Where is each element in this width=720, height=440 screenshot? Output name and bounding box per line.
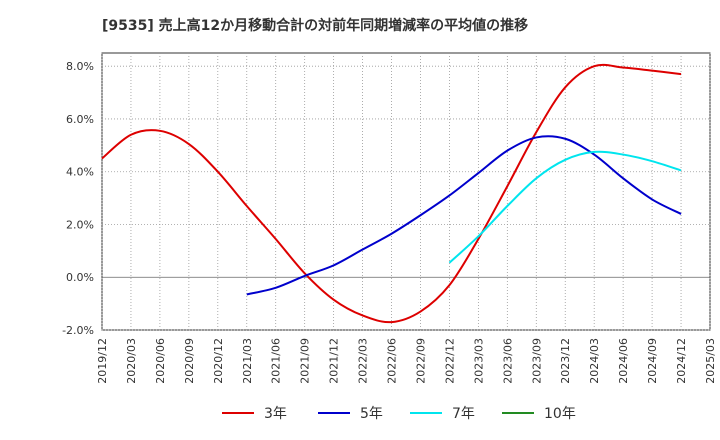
x-tick-label: 2023/09 <box>530 338 543 384</box>
x-tick-label: 2020/03 <box>125 338 138 384</box>
x-tick-label: 2024/09 <box>646 338 659 384</box>
x-tick-label: 2021/06 <box>270 338 283 384</box>
plot-frame <box>101 52 711 331</box>
x-tick-label: 2024/06 <box>617 338 630 384</box>
x-tick-label: 2021/09 <box>299 338 312 384</box>
x-tick-label: 2024/03 <box>588 338 601 384</box>
x-tick-label: 2025/03 <box>704 338 717 384</box>
y-tick-label: 2.0% <box>66 218 94 231</box>
y-tick-label: 4.0% <box>66 166 94 179</box>
legend-label: 7年 <box>452 406 475 422</box>
x-tick-label: 2022/03 <box>357 338 370 384</box>
x-tick-label: 2021/12 <box>328 338 341 384</box>
series-line-2 <box>246 135 682 296</box>
y-tick-label: 6.0% <box>66 113 94 126</box>
series-line-1 <box>101 63 682 324</box>
legend-label: 3年 <box>264 406 287 422</box>
y-tick-label: 8.0% <box>66 60 94 73</box>
x-tick-label: 2022/12 <box>443 338 456 384</box>
x-tick-label: 2023/06 <box>501 338 514 384</box>
y-axis-ticks: -2.0% 0.0% 2.0% 4.0% 6.0% 8.0% <box>62 60 94 337</box>
plot-area <box>101 52 711 331</box>
x-tick-label: 2022/06 <box>386 338 399 384</box>
x-tick-label: 2020/12 <box>212 338 225 384</box>
y-tick-label: 0.0% <box>66 271 94 284</box>
legend-label: 10年 <box>544 406 576 422</box>
x-tick-label: 2021/03 <box>241 338 254 384</box>
x-axis-ticks: 2019/12 2020/03 2020/06 2020/09 2020/12 2021/… <box>96 338 717 384</box>
y-tick-label: -2.0% <box>62 324 94 337</box>
legend-label: 5年 <box>360 406 383 422</box>
series-lines <box>101 63 682 324</box>
series-line-3 <box>448 150 682 264</box>
chart-title: [9535] 売上高12か月移動合計の対前年同期増減率の平均値の推移 <box>102 17 528 34</box>
x-tick-label: 2020/06 <box>154 338 167 384</box>
x-tick-label: 2023/03 <box>472 338 485 384</box>
legend: 3年 5年 7年 10年 <box>222 406 576 422</box>
x-tick-label: 2022/09 <box>414 338 427 384</box>
x-tick-label: 2020/09 <box>183 338 196 384</box>
x-tick-label: 2019/12 <box>96 338 109 384</box>
x-tick-label: 2024/12 <box>675 338 688 384</box>
x-tick-label: 2023/12 <box>559 338 572 384</box>
